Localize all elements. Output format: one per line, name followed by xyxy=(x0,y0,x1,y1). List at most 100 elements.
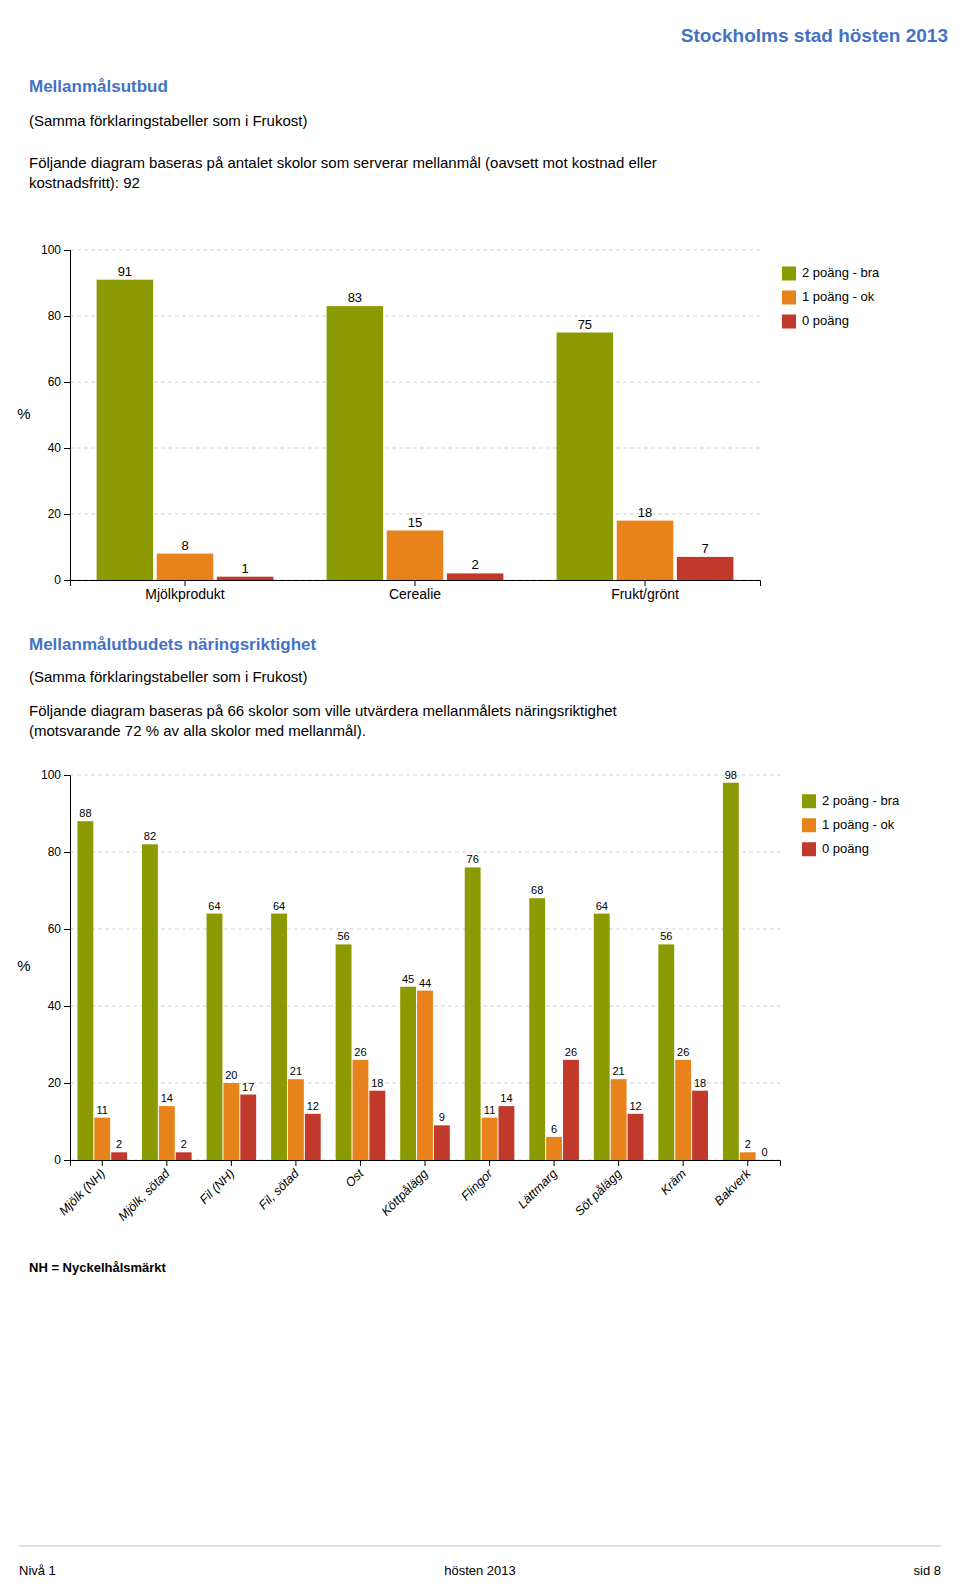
data-label: 75 xyxy=(578,317,592,332)
x-tick-mark xyxy=(618,1160,619,1166)
y-tick: 20 xyxy=(48,1076,70,1090)
bar xyxy=(498,1106,514,1160)
legend: 2 poäng - bra 1 poäng - ok 0 poäng xyxy=(802,793,900,857)
x-tick-mark xyxy=(747,1160,748,1166)
description-line: kostnadsfritt): 92 xyxy=(29,174,140,191)
grid-line xyxy=(70,852,780,853)
x-tick-label: Söt pålägg xyxy=(572,1167,624,1219)
y-tick-mark xyxy=(64,852,70,853)
x-tick-mark xyxy=(425,1160,426,1166)
bar xyxy=(723,783,739,1160)
data-label: 76 xyxy=(467,853,479,865)
bar xyxy=(546,1137,562,1160)
bar xyxy=(327,306,384,580)
y-tick-label: 80 xyxy=(48,845,62,859)
x-tick-mark xyxy=(295,1160,296,1166)
data-label: 56 xyxy=(337,930,349,942)
grid-line xyxy=(70,316,760,317)
x-axis-line xyxy=(71,1161,781,1167)
footer-rule xyxy=(19,1546,941,1547)
y-tick-label: 40 xyxy=(48,999,62,1013)
x-tick: Söt pålägg xyxy=(572,1160,624,1219)
x-tick-label: Mjölkprodukt xyxy=(145,586,224,602)
y-tick-mark xyxy=(64,775,70,776)
x-tick: Mjölk, sötad xyxy=(116,1160,174,1224)
bar xyxy=(563,1060,579,1160)
x-axis: Mjölkprodukt Cerealie Frukt/grönt xyxy=(71,580,761,602)
y-tick-label: 100 xyxy=(41,768,61,782)
x-tick: Kräm xyxy=(658,1160,689,1198)
x-tick: Fil (NH) xyxy=(197,1160,237,1207)
x-tick-label: Fil (NH) xyxy=(197,1167,237,1207)
y-axis-line xyxy=(64,251,71,581)
x-tick: Ost xyxy=(343,1160,367,1190)
data-label: 18 xyxy=(371,1077,383,1089)
x-tick: Cerealie xyxy=(389,580,441,602)
footnote: NH = Nyckelhålsmärkt xyxy=(29,1260,167,1275)
bar xyxy=(628,1114,644,1160)
bar xyxy=(97,280,154,580)
x-tick: Bakverk xyxy=(712,1160,754,1208)
data-label: 2 xyxy=(472,557,479,572)
y-tick-label: 60 xyxy=(48,375,62,389)
y-tick-label: 60 xyxy=(48,922,62,936)
y-tick: 0 xyxy=(54,1153,70,1167)
x-tick-label: Frukt/grönt xyxy=(611,586,679,602)
y-tick: 100 xyxy=(41,243,70,257)
bar xyxy=(387,531,444,581)
section-title: Mellanmålutbudets näringsriktighet xyxy=(29,635,316,654)
data-label: 12 xyxy=(629,1100,641,1112)
data-label: 2 xyxy=(745,1138,751,1150)
data-label: 68 xyxy=(531,884,543,896)
legend-label: 0 poäng xyxy=(802,313,849,328)
legend-item: 1 poäng - ok xyxy=(782,289,875,305)
grid xyxy=(70,775,780,1160)
y-axis: 0 20 40 60 80 100 xyxy=(41,768,71,1167)
legend-item: 1 poäng - ok xyxy=(802,817,895,833)
y-axis-title: % xyxy=(17,405,30,422)
bar xyxy=(353,1060,369,1160)
grid-line xyxy=(70,929,780,930)
legend-item: 2 poäng - bra xyxy=(802,793,900,809)
legend-label: 0 poäng xyxy=(822,841,869,856)
legend-swatch xyxy=(802,818,816,832)
x-tick: Lättmarg xyxy=(515,1160,560,1211)
x-tick-mark xyxy=(360,1160,361,1166)
y-tick-label: 40 xyxy=(48,441,62,455)
data-label: 11 xyxy=(97,1104,108,1116)
data-label: 91 xyxy=(118,264,132,279)
x-tick: Köttpålägg xyxy=(379,1160,431,1219)
legend-item: 2 poäng - bra xyxy=(782,265,880,281)
x-tick-mark xyxy=(683,1160,684,1166)
footer-center: hösten 2013 xyxy=(444,1563,516,1578)
data-label: 17 xyxy=(242,1081,254,1093)
bars xyxy=(97,280,734,580)
x-tick-mark xyxy=(166,1160,167,1166)
x-tick: Flingor xyxy=(458,1160,496,1203)
x-tick: Fil, sötad xyxy=(256,1160,303,1212)
x-tick-label: Köttpålägg xyxy=(379,1167,431,1219)
x-tick-label: Lättmarg xyxy=(515,1167,560,1212)
legend-swatch xyxy=(782,291,796,305)
bar xyxy=(740,1152,756,1160)
data-label: 44 xyxy=(419,977,431,989)
data-label: 26 xyxy=(354,1046,366,1058)
bar xyxy=(658,944,674,1160)
y-tick-mark xyxy=(64,1006,70,1007)
data-label: 56 xyxy=(660,930,672,942)
bar xyxy=(400,987,416,1160)
data-labels: 91837581518127 xyxy=(118,264,709,576)
y-tick-mark xyxy=(64,1083,70,1084)
bar xyxy=(611,1079,627,1160)
description-line: (motsvarande 72 % av alla skolor med mel… xyxy=(29,722,366,739)
description-line: Följande diagram baseras på antalet skol… xyxy=(29,154,657,171)
data-label: 88 xyxy=(79,807,91,819)
x-tick-mark xyxy=(231,1160,232,1166)
data-label: 26 xyxy=(565,1046,577,1058)
legend-label: 1 poäng - ok xyxy=(822,817,895,832)
data-label: 12 xyxy=(307,1100,319,1112)
x-tick-mark xyxy=(554,1160,555,1166)
grid-line xyxy=(70,382,760,383)
section-title: Mellanmålsutbud xyxy=(29,77,168,96)
bar xyxy=(465,867,481,1160)
